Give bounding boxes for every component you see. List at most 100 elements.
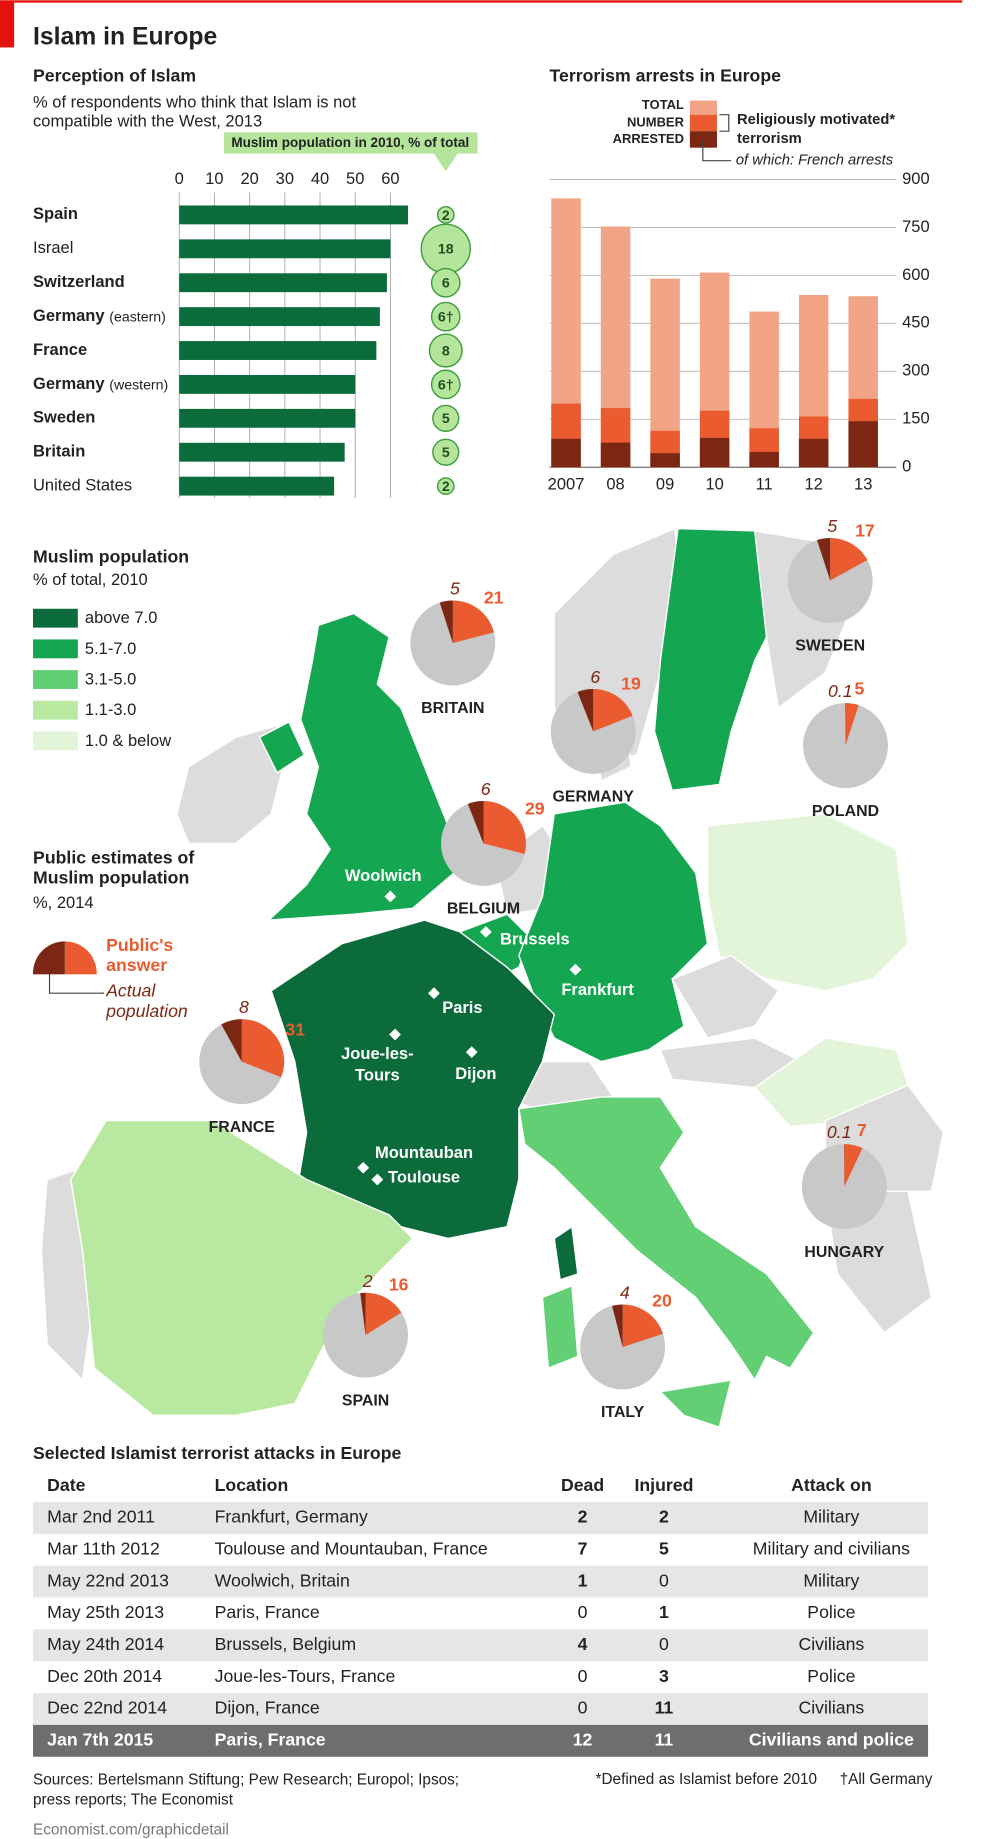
pie-slice xyxy=(360,1292,366,1336)
bar xyxy=(179,341,377,360)
table-cell: May 25th 2013 xyxy=(47,1602,164,1622)
pie-slice xyxy=(844,1144,863,1187)
table-cell: Brussels, Belgium xyxy=(215,1634,356,1654)
pie-value-label: 6 xyxy=(481,779,491,799)
pie-value-label: 0.1 xyxy=(827,1122,852,1142)
y-tick-label: 750 xyxy=(902,218,930,236)
pie-slice xyxy=(467,800,484,844)
table-cell: 1 xyxy=(659,1602,669,1622)
map xyxy=(40,527,945,1429)
sources-box: Sources: Bertelsmann Stiftung; Pew Resea… xyxy=(33,1770,459,1808)
y-tick-label: 300 xyxy=(902,362,930,380)
chart-subtitle: %, 2014 xyxy=(33,894,94,912)
table-cell: Dec 20th 2014 xyxy=(47,1666,162,1686)
table-cell: Joue-les-Tours, France xyxy=(215,1666,396,1686)
bar xyxy=(179,374,356,394)
bubble xyxy=(432,404,460,432)
x-tick-label: 10 xyxy=(705,475,723,493)
city-label: Brussels xyxy=(500,930,570,948)
chart-title-box: Public estimates of Muslim population xyxy=(33,848,194,888)
table-cell: Military and civilians xyxy=(753,1538,910,1558)
legend-label: above 7.0 xyxy=(85,609,157,627)
x-tick-label: 2007 xyxy=(548,475,585,493)
table-cell: 0 xyxy=(659,1634,669,1654)
pie-slice xyxy=(593,688,633,732)
legend-label: of which: French arrests xyxy=(736,153,894,169)
bubble-label: 5 xyxy=(442,410,450,426)
table-cell: 0 xyxy=(578,1666,588,1686)
pie-slice xyxy=(817,538,831,581)
table-cell: 0 xyxy=(578,1698,588,1718)
category-label: Sweden xyxy=(33,409,95,427)
bar xyxy=(179,442,345,462)
legend-label: Actual population xyxy=(106,981,188,1022)
pie-country-label: BRITAIN xyxy=(421,700,484,717)
table-cell: Civilians xyxy=(798,1634,864,1654)
x-tick-label: 30 xyxy=(276,170,294,188)
pie-country-label: SPAIN xyxy=(342,1392,389,1409)
bubble-label: 18 xyxy=(438,241,454,257)
bubble-key-label: Muslim population in 2010, % of total xyxy=(231,135,469,150)
city-label: Mountauban xyxy=(375,1144,473,1162)
legend-label: TOTAL NUMBER ARRESTED xyxy=(612,98,684,147)
city-marker xyxy=(428,987,440,1000)
table-row-bg xyxy=(33,1724,929,1757)
pie-slice xyxy=(483,800,526,854)
bar xyxy=(749,451,779,468)
table-title: Selected Islamist terrorist attacks in E… xyxy=(33,1443,401,1463)
pie-country-label: SWEDEN xyxy=(795,638,865,655)
legend-label-box: Actual population xyxy=(106,981,188,1022)
pie-value-label: 5 xyxy=(827,516,837,536)
city-label: Frankfurt xyxy=(561,981,634,999)
bar xyxy=(798,438,829,468)
table-cell: May 24th 2014 xyxy=(47,1634,164,1654)
table-cell: Dec 22nd 2014 xyxy=(47,1698,167,1718)
legend-connector xyxy=(48,973,104,994)
legend-swatch xyxy=(33,700,78,720)
city-label: Toulouse xyxy=(388,1169,460,1187)
table-cell: Jan 7th 2015 xyxy=(47,1730,153,1750)
x-tick-label: 12 xyxy=(804,475,822,493)
table-cell: Mar 11th 2012 xyxy=(47,1538,160,1558)
pie-value-label: 8 xyxy=(239,997,249,1017)
x-tick-label: 50 xyxy=(346,170,364,188)
country xyxy=(518,801,709,1063)
table-cell: 11 xyxy=(655,1730,674,1750)
pie-slice xyxy=(439,600,453,643)
legend-label: 3.1-5.0 xyxy=(85,670,136,688)
source-url: Economist.com/graphicdetail xyxy=(33,1822,229,1839)
page-title: Islam in Europe xyxy=(33,24,217,51)
pie-country-label: ITALY xyxy=(601,1404,645,1421)
table-cell: 4 xyxy=(578,1634,588,1654)
city-marker xyxy=(357,1161,370,1174)
country xyxy=(518,1096,815,1382)
legend-bracket xyxy=(702,139,732,162)
table-cell: 0 xyxy=(578,1602,588,1622)
legend-label: Religiously motivated* terrorism xyxy=(737,111,896,147)
bar xyxy=(179,476,335,496)
bubble xyxy=(430,301,461,332)
pie-value-label: 0.1 xyxy=(828,681,853,701)
x-tick-label: 09 xyxy=(656,475,674,493)
x-tick-label: 10 xyxy=(205,170,223,188)
x-tick-label: 60 xyxy=(381,170,399,188)
footnote: *Defined as Islamist before 2010 xyxy=(596,1771,818,1788)
table-cell: Police xyxy=(807,1666,855,1686)
brand-mark xyxy=(0,0,15,48)
table-cell: Dijon, France xyxy=(215,1698,320,1718)
pie-slice xyxy=(845,703,859,746)
bubble xyxy=(436,206,455,224)
x-tick-label: 08 xyxy=(606,475,624,493)
pie-slice xyxy=(221,1019,242,1062)
pie-slice xyxy=(452,600,494,643)
table-cell: Civilians and police xyxy=(749,1730,914,1750)
city-label: Joue-les-Tours xyxy=(341,1043,414,1085)
table-row-bg xyxy=(33,1693,929,1725)
country xyxy=(266,612,455,921)
bubble-key-box xyxy=(224,132,478,154)
legend-swatch xyxy=(689,114,717,132)
y-tick-label: 0 xyxy=(902,458,911,476)
bubble-label: 6† xyxy=(438,376,454,392)
